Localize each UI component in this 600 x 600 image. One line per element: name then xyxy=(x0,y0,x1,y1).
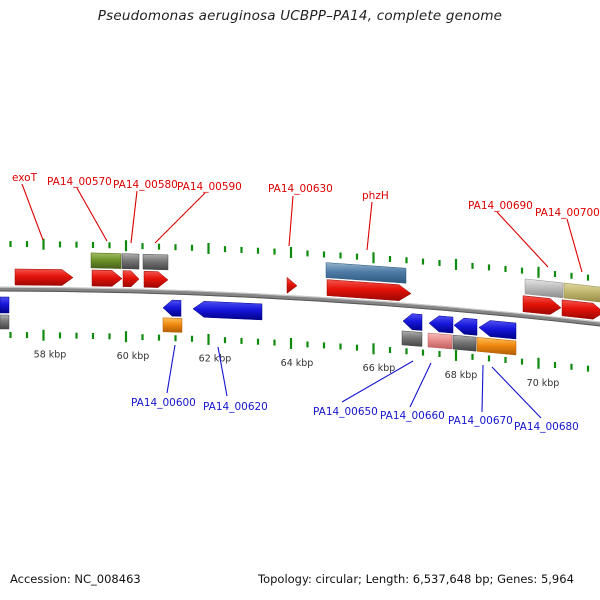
gene-label-reverse: PA14_00660 xyxy=(380,410,445,422)
leader-line xyxy=(341,360,414,403)
gene-category-box[interactable] xyxy=(427,332,453,350)
gene-arrow-PA14_00600[interactable] xyxy=(162,299,182,317)
genome-stats-text: Topology: circular; Length: 6,537,648 bp… xyxy=(258,572,574,586)
gene-category-box[interactable] xyxy=(524,278,564,299)
gene-arrow-PA14_00650[interactable] xyxy=(402,313,423,331)
accession-text: Accession: NC_008463 xyxy=(10,572,141,586)
gene-arrow-PA14_00630[interactable] xyxy=(286,276,298,294)
gene-label-forward: exoT xyxy=(12,172,38,184)
gene-arrow-phzH[interactable] xyxy=(326,279,412,301)
gene-category-box[interactable] xyxy=(401,330,423,347)
genome-backbone-highlight xyxy=(0,286,600,323)
gene-category-box[interactable] xyxy=(452,334,477,352)
gene-category-box[interactable] xyxy=(121,253,140,270)
gene-arrow-PA14_00580[interactable] xyxy=(122,270,140,288)
gene-label-forward: phzH xyxy=(362,190,389,202)
gene-label-forward: PA14_00590 xyxy=(177,181,242,193)
kbp-label: 70 kbp xyxy=(527,378,560,389)
leader-line xyxy=(566,218,583,273)
gene-category-box[interactable] xyxy=(162,317,183,333)
gene-arrow-PA14_00680[interactable] xyxy=(478,320,517,340)
genome-backbone xyxy=(0,286,600,327)
leader-line xyxy=(217,346,228,397)
gene-category-box[interactable] xyxy=(142,253,169,271)
kbp-label: 60 kbp xyxy=(117,351,150,362)
gene-arrow-PA14_00590[interactable] xyxy=(143,270,169,288)
leader-line xyxy=(366,201,373,251)
leader-line xyxy=(130,190,138,244)
gene-label-forward: PA14_00570 xyxy=(47,176,112,188)
gene-arrow-PA14_00670[interactable] xyxy=(453,317,478,336)
gene-arrow-PA14_00620[interactable] xyxy=(192,301,263,321)
page-title: Pseudomonas aeruginosa UCBPP–PA14, compl… xyxy=(97,8,503,24)
gene-arrow-gene-edge[interactable] xyxy=(0,296,10,314)
gene-label-forward: PA14_00700 xyxy=(535,207,600,219)
gene-label-reverse: PA14_00620 xyxy=(203,401,268,413)
gene-label-forward: PA14_00630 xyxy=(268,183,333,195)
gene-category-box[interactable] xyxy=(476,337,517,356)
gene-label-reverse: PA14_00670 xyxy=(448,415,513,427)
gene-category-box[interactable] xyxy=(0,314,10,330)
leader-line xyxy=(154,192,206,244)
kbp-label: 62 kbp xyxy=(199,354,232,365)
gene-label-forward: PA14_00690 xyxy=(468,200,533,212)
kbp-label: 66 kbp xyxy=(363,363,396,374)
gene-category-box[interactable] xyxy=(563,282,600,303)
kbp-label: 58 kbp xyxy=(34,349,67,360)
gene-label-forward: PA14_00580 xyxy=(113,179,178,191)
gene-category-box[interactable] xyxy=(90,252,122,269)
leader-line xyxy=(166,344,176,394)
leader-line xyxy=(21,183,44,241)
gene-arrow-PA14_00570[interactable] xyxy=(91,269,123,287)
gene-arrow-PA14_00660[interactable] xyxy=(428,315,454,334)
kbp-label: 64 kbp xyxy=(281,358,314,369)
kbp-label: 68 kbp xyxy=(445,370,478,381)
leader-line xyxy=(76,187,108,242)
gene-arrow-PA14_00700[interactable] xyxy=(561,299,600,320)
gene-arrow-PA14_00690[interactable] xyxy=(522,295,562,315)
leader-line xyxy=(496,211,549,268)
leader-line xyxy=(491,366,542,419)
gene-arrow-exoT[interactable] xyxy=(14,268,74,286)
leader-line xyxy=(409,362,432,408)
leader-line xyxy=(481,364,484,413)
gene-label-reverse: PA14_00600 xyxy=(131,397,196,409)
gene-label-reverse: PA14_00650 xyxy=(313,406,378,418)
leader-line xyxy=(288,195,294,247)
gene-category-box[interactable] xyxy=(325,262,407,284)
gene-label-reverse: PA14_00680 xyxy=(514,421,579,433)
genome-backbone-shadow xyxy=(0,290,600,327)
